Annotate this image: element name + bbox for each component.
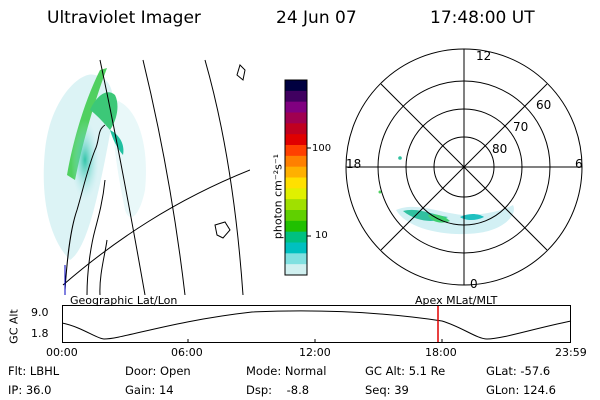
longitude-line [204,59,244,295]
timeline-x-tick: 12:00 [299,346,331,359]
filter-readout: Flt: LBHL [8,364,60,378]
colorbar-segment [285,134,307,146]
colorbar-segment [285,188,307,200]
colorbar-segment [285,199,307,211]
colorbar-frame [284,79,308,276]
mlat-label-70: 70 [513,120,528,134]
longitude-line [142,59,186,295]
altitude-curve [62,310,572,340]
colorbar-segment [285,231,307,243]
timeline-y-tick: 1.8 [31,327,49,340]
coastline [99,239,108,295]
glon-readout: GLon: 124.6 [486,383,556,397]
diffuse-emission [113,100,146,218]
timeline-x-tick: 18:00 [425,346,457,359]
ip-readout: IP: 36.0 [8,383,52,397]
mlat-label-60: 60 [536,98,551,112]
door-readout: Door: Open [125,364,191,378]
observation-time: 17:48:00 UT [430,8,535,28]
auroral-oval-diffuse [396,205,514,235]
colorbar-segment [285,220,307,233]
colorbar-segment [285,253,307,265]
gain-readout: Gain: 14 [125,383,174,397]
instrument-title: Ultraviolet Imager [47,8,201,28]
coastline [86,179,106,295]
geographic-map [43,59,250,295]
seq-readout: Seq: 39 [365,383,409,397]
altitude-timeline [62,305,572,343]
timeline-y-label: GC Alt [7,309,21,344]
polar-panel-label: Apex MLat/MLT [415,294,498,307]
timeline-frame [62,305,571,343]
mlt-label-18: 18 [346,157,361,171]
colorbar [284,79,311,276]
colorbar-segment [285,155,307,168]
colorbar-tick-label: 100 [312,143,332,154]
longitude-line [99,59,146,295]
coastline [214,221,231,239]
colorbar-segment [285,101,307,113]
mlt-label-12: 12 [476,49,491,63]
timeline-x-tick: 06:00 [171,346,203,359]
colorbar-segment [285,242,307,254]
colorbar-gradient [285,80,307,276]
auroral-band [90,92,118,130]
timeline-x-tick: 23:59 [555,346,587,359]
geo-panel-label: Geographic Lat/Lon [70,294,178,307]
coastline [236,64,246,81]
latitude-line [62,169,250,286]
coastline [64,124,106,291]
timeline-x-tick: 00:00 [46,346,78,359]
emission-spot [378,190,382,194]
colorbar-segment [285,112,307,124]
colorbar-segment [285,210,307,222]
glat-readout: GLat: -57.6 [486,364,551,378]
mlt-spoke [380,83,548,251]
auroral-glow [71,120,99,200]
timeline-y-tick: 9.0 [31,306,49,319]
mlt-label-0: 0 [470,277,478,291]
mlt-label-6: 6 [575,157,583,171]
colorbar-segment [285,80,307,92]
colorbar-segment [285,264,307,276]
polar-dial: 12 18 6 0 60 70 80 [345,48,583,291]
mlat-label-80: 80 [492,142,507,156]
mode-readout: Mode: Normal [246,364,327,378]
colorbar-segment [285,123,307,135]
auroral-oval-bright [460,214,484,220]
colorbar-segment [285,166,307,178]
gc-alt-readout: GC Alt: 5.1 Re [365,364,446,378]
observation-date: 24 Jun 07 [276,8,357,28]
colorbar-tick-label: 10 [315,230,328,241]
dsp-readout: Dsp: -8.8 [246,383,310,397]
emission-spot [398,156,402,160]
colorbar-segment [285,90,307,103]
colorbar-segment [285,145,307,157]
colorbar-unit-label: photon cm⁻²s⁻¹ [271,153,285,240]
colorbar-segment [285,177,307,189]
